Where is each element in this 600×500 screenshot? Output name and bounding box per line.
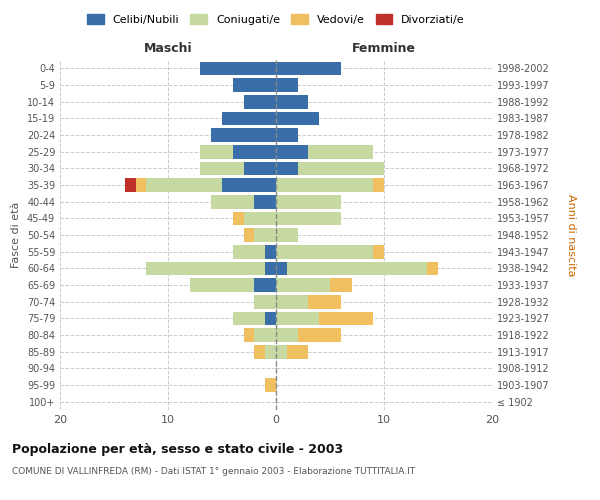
Text: Popolazione per età, sesso e stato civile - 2003: Popolazione per età, sesso e stato civil…: [12, 442, 343, 456]
Bar: [276, 112, 319, 125]
Bar: [254, 278, 276, 292]
Bar: [276, 278, 330, 292]
Bar: [308, 295, 341, 308]
Bar: [244, 328, 254, 342]
Bar: [244, 228, 254, 242]
Bar: [265, 312, 276, 325]
Bar: [298, 328, 341, 342]
Bar: [233, 245, 265, 258]
Bar: [233, 312, 265, 325]
Bar: [200, 162, 244, 175]
Y-axis label: Fasce di età: Fasce di età: [11, 202, 21, 268]
Bar: [200, 62, 276, 75]
Bar: [373, 178, 384, 192]
Bar: [244, 95, 276, 108]
Bar: [287, 345, 308, 358]
Text: COMUNE DI VALLINFREDA (RM) - Dati ISTAT 1° gennaio 2003 - Elaborazione TUTTITALI: COMUNE DI VALLINFREDA (RM) - Dati ISTAT …: [12, 468, 415, 476]
Bar: [265, 262, 276, 275]
Bar: [233, 78, 276, 92]
Text: Femmine: Femmine: [352, 42, 416, 55]
Bar: [265, 245, 276, 258]
Bar: [211, 195, 254, 208]
Bar: [276, 328, 298, 342]
Bar: [276, 62, 341, 75]
Bar: [190, 278, 254, 292]
Bar: [265, 345, 276, 358]
Bar: [233, 145, 276, 158]
Bar: [146, 178, 222, 192]
Bar: [287, 262, 427, 275]
Bar: [427, 262, 438, 275]
Bar: [276, 95, 308, 108]
Bar: [308, 145, 373, 158]
Bar: [276, 162, 298, 175]
Bar: [146, 262, 265, 275]
Bar: [276, 295, 308, 308]
Bar: [254, 195, 276, 208]
Bar: [222, 112, 276, 125]
Bar: [276, 262, 287, 275]
Bar: [276, 195, 341, 208]
Bar: [222, 178, 276, 192]
Bar: [276, 228, 298, 242]
Bar: [276, 345, 287, 358]
Bar: [298, 162, 384, 175]
Bar: [244, 162, 276, 175]
Bar: [276, 178, 373, 192]
Bar: [276, 212, 341, 225]
Bar: [319, 312, 373, 325]
Bar: [244, 212, 276, 225]
Bar: [276, 245, 373, 258]
Bar: [276, 145, 308, 158]
Bar: [200, 145, 233, 158]
Bar: [276, 78, 298, 92]
Y-axis label: Anni di nascita: Anni di nascita: [566, 194, 577, 276]
Bar: [254, 345, 265, 358]
Bar: [233, 212, 244, 225]
Bar: [211, 128, 276, 142]
Bar: [254, 295, 276, 308]
Bar: [276, 128, 298, 142]
Bar: [373, 245, 384, 258]
Bar: [330, 278, 352, 292]
Legend: Celibi/Nubili, Coniugati/e, Vedovi/e, Divorziati/e: Celibi/Nubili, Coniugati/e, Vedovi/e, Di…: [84, 10, 468, 28]
Bar: [265, 378, 276, 392]
Text: Maschi: Maschi: [143, 42, 193, 55]
Bar: [276, 312, 319, 325]
Bar: [254, 328, 276, 342]
Bar: [254, 228, 276, 242]
Bar: [136, 178, 146, 192]
Bar: [125, 178, 136, 192]
